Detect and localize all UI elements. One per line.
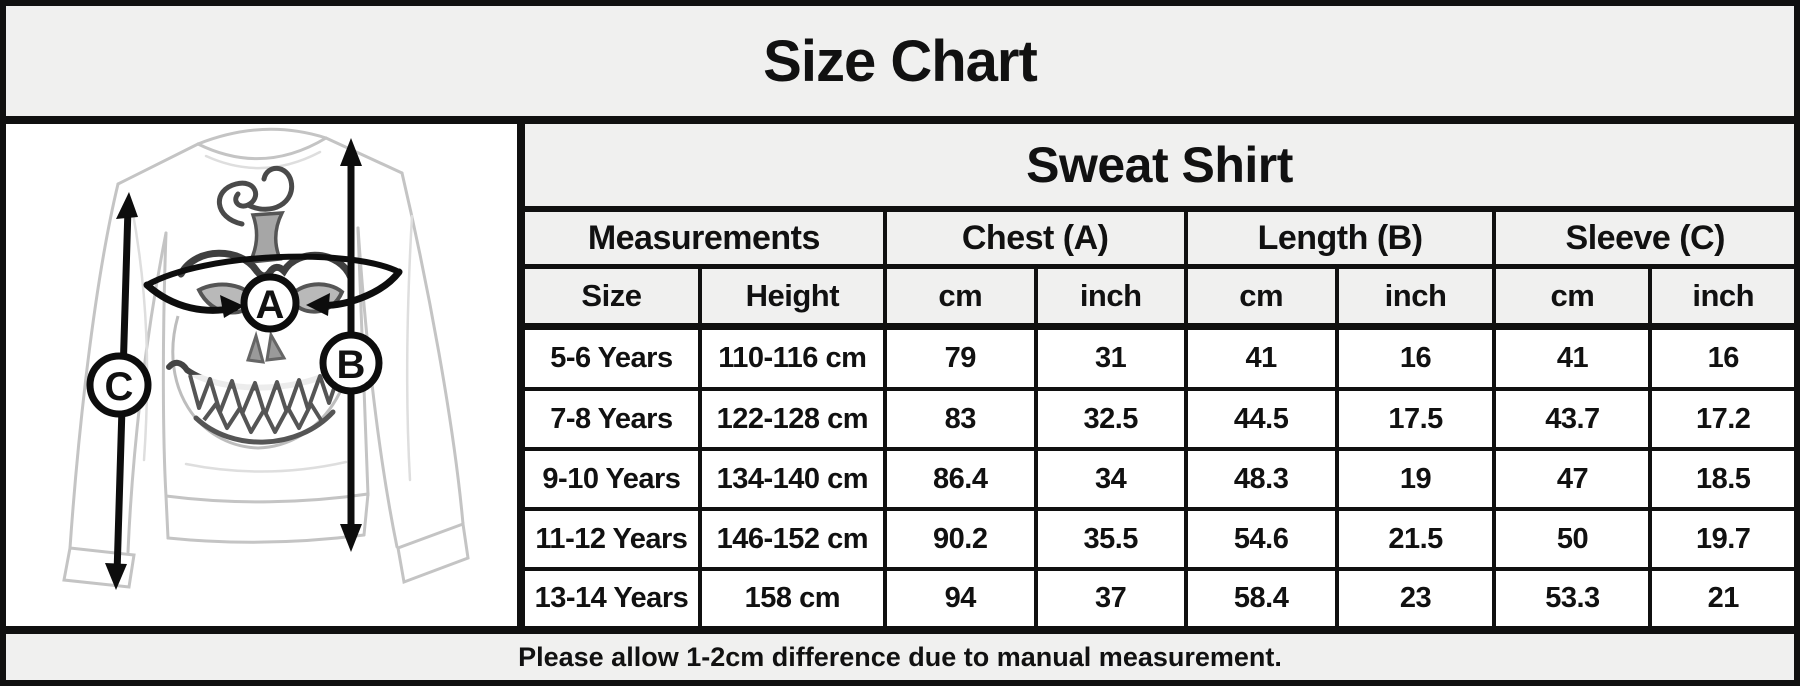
label-a: A bbox=[256, 283, 285, 327]
table-cell: 134-140 cm bbox=[697, 447, 887, 512]
table-cell: 83 bbox=[882, 386, 1038, 452]
title-bar: Size Chart bbox=[6, 6, 1794, 124]
table-row: 7-8 Years 122-128 cm 83 32.5 44.5 17.5 4… bbox=[525, 386, 1794, 452]
group-header-measurements: Measurements bbox=[525, 207, 887, 269]
col-header-chest-inch: inch bbox=[1033, 264, 1188, 330]
table-cell: 44.5 bbox=[1183, 386, 1339, 452]
table-cell: 41 bbox=[1492, 324, 1653, 391]
table-cell: 54.6 bbox=[1183, 507, 1339, 572]
table-row: 5-6 Years 110-116 cm 79 31 41 16 41 16 bbox=[525, 324, 1794, 391]
table-cell: 122-128 cm bbox=[697, 386, 887, 452]
label-c: C bbox=[105, 365, 134, 409]
group-header-chest: Chest (A) bbox=[882, 207, 1188, 269]
measurement-diagram: A B C bbox=[6, 124, 525, 626]
table-cell: 9-10 Years bbox=[525, 447, 702, 512]
col-header-sleeve-cm: cm bbox=[1492, 264, 1653, 330]
product-header-row: Sweat Shirt bbox=[525, 124, 1794, 212]
col-header-length-inch: inch bbox=[1334, 264, 1497, 330]
table-cell: 158 cm bbox=[697, 567, 887, 626]
table-cell: 34 bbox=[1033, 447, 1188, 512]
table-cell: 47 bbox=[1492, 447, 1653, 512]
table-cell: 16 bbox=[1334, 324, 1497, 391]
table-cell: 17.2 bbox=[1648, 386, 1794, 452]
table-cell: 16 bbox=[1648, 324, 1794, 391]
product-title: Sweat Shirt bbox=[525, 124, 1794, 212]
column-group-row: Measurements Chest (A) Length (B) Sleeve… bbox=[525, 207, 1794, 269]
table-cell: 13-14 Years bbox=[525, 567, 702, 626]
sub-header-row: Size Height cm inch cm inch cm inch bbox=[525, 264, 1794, 330]
table-cell: 31 bbox=[1033, 324, 1188, 391]
size-table: Sweat Shirt Measurements Chest (A) Lengt… bbox=[525, 124, 1794, 626]
col-header-length-cm: cm bbox=[1183, 264, 1339, 330]
table-cell: 41 bbox=[1183, 324, 1339, 391]
group-header-sleeve: Sleeve (C) bbox=[1492, 207, 1794, 269]
content-area: A B C Sweat Shirt bbox=[6, 124, 1794, 626]
footer-note-bar: Please allow 1-2cm difference due to man… bbox=[6, 626, 1794, 680]
table-cell: 43.7 bbox=[1492, 386, 1653, 452]
length-label-circle bbox=[319, 331, 383, 395]
table-cell: 110-116 cm bbox=[697, 324, 887, 391]
table-cell: 18.5 bbox=[1648, 447, 1794, 512]
table-cell: 23 bbox=[1334, 567, 1497, 626]
chest-label-circle bbox=[240, 273, 300, 333]
table-row: 13-14 Years 158 cm 94 37 58.4 23 53.3 21 bbox=[525, 567, 1794, 626]
fabric-fold-lines bbox=[130, 150, 414, 482]
measurement-labels: A B C bbox=[86, 273, 383, 418]
table-cell: 58.4 bbox=[1183, 567, 1339, 626]
table-cell: 50 bbox=[1492, 507, 1653, 572]
col-header-chest-cm: cm bbox=[882, 264, 1038, 330]
table-cell: 146-152 cm bbox=[697, 507, 887, 572]
table-cell: 37 bbox=[1033, 567, 1188, 626]
table-cell: 5-6 Years bbox=[525, 324, 702, 391]
pumpkin-face bbox=[166, 165, 362, 450]
table-row: 9-10 Years 134-140 cm 86.4 34 48.3 19 47… bbox=[525, 447, 1794, 512]
size-table-container: Sweat Shirt Measurements Chest (A) Lengt… bbox=[525, 124, 1794, 626]
group-header-length: Length (B) bbox=[1183, 207, 1497, 269]
table-cell: 86.4 bbox=[882, 447, 1038, 512]
col-header-height: Height bbox=[697, 264, 887, 330]
table-cell: 21.5 bbox=[1334, 507, 1497, 572]
label-b: B bbox=[337, 343, 366, 387]
table-cell: 48.3 bbox=[1183, 447, 1339, 512]
page-title: Size Chart bbox=[763, 28, 1038, 94]
table-cell: 94 bbox=[882, 567, 1038, 626]
table-cell: 19.7 bbox=[1648, 507, 1794, 572]
col-header-sleeve-inch: inch bbox=[1648, 264, 1794, 330]
measurement-note: Please allow 1-2cm difference due to man… bbox=[518, 641, 1282, 672]
table-cell: 7-8 Years bbox=[525, 386, 702, 452]
sweatshirt-illustration: A B C bbox=[62, 127, 470, 590]
table-row: 11-12 Years 146-152 cm 90.2 35.5 54.6 21… bbox=[525, 507, 1794, 572]
table-cell: 90.2 bbox=[882, 507, 1038, 572]
table-cell: 17.5 bbox=[1334, 386, 1497, 452]
table-cell: 11-12 Years bbox=[525, 507, 702, 572]
table-cell: 35.5 bbox=[1033, 507, 1188, 572]
col-header-size: Size bbox=[525, 264, 702, 330]
table-cell: 32.5 bbox=[1033, 386, 1188, 452]
table-cell: 19 bbox=[1334, 447, 1497, 512]
table-cell: 53.3 bbox=[1492, 567, 1653, 626]
sleeve-label-circle bbox=[86, 352, 152, 418]
table-cell: 21 bbox=[1648, 567, 1794, 626]
table-cell: 79 bbox=[882, 324, 1038, 391]
